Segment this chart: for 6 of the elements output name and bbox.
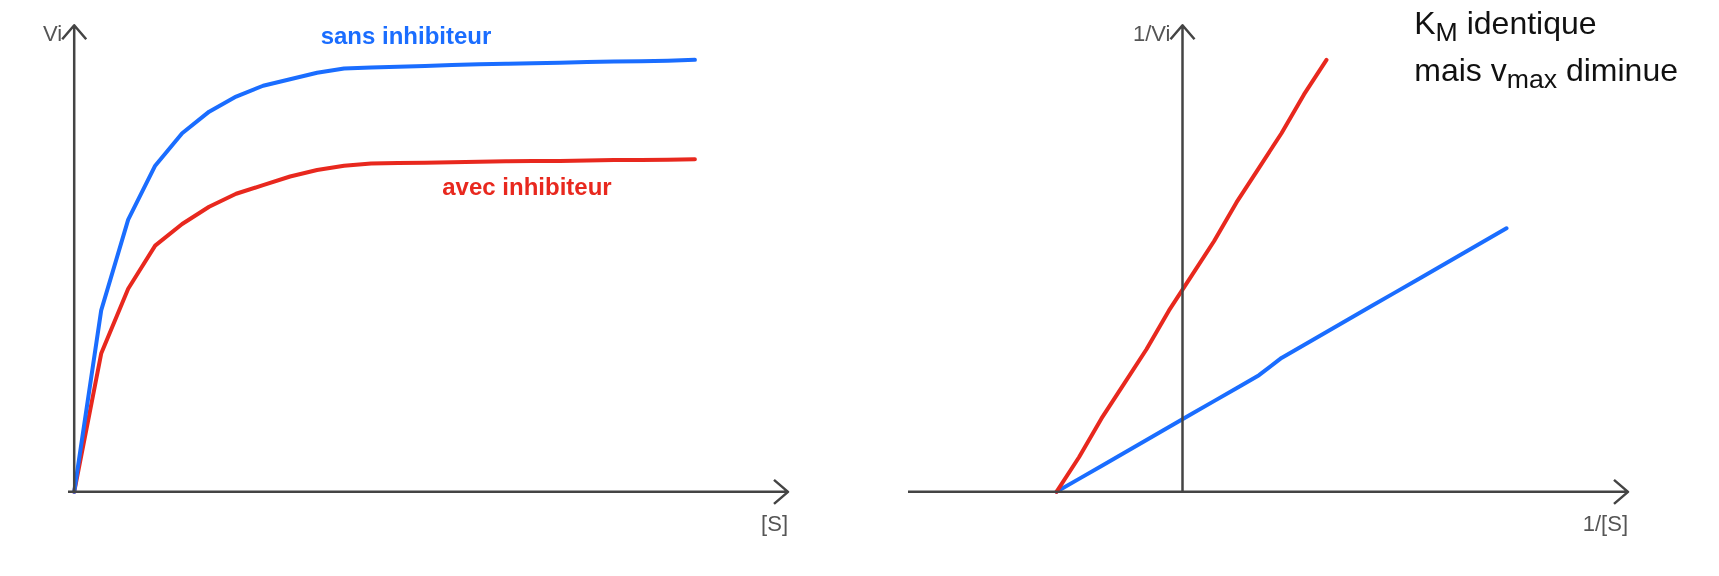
x-axis-title: [S]: [761, 510, 788, 536]
series-label: sans inhibiteur: [320, 22, 492, 50]
y-axis-title: 1/Vi: [1132, 21, 1171, 47]
y-axis-title: Vi: [43, 21, 63, 47]
x-axis-title: 1/[S]: [1582, 510, 1628, 536]
series-label: avec inhibiteur: [442, 173, 612, 201]
